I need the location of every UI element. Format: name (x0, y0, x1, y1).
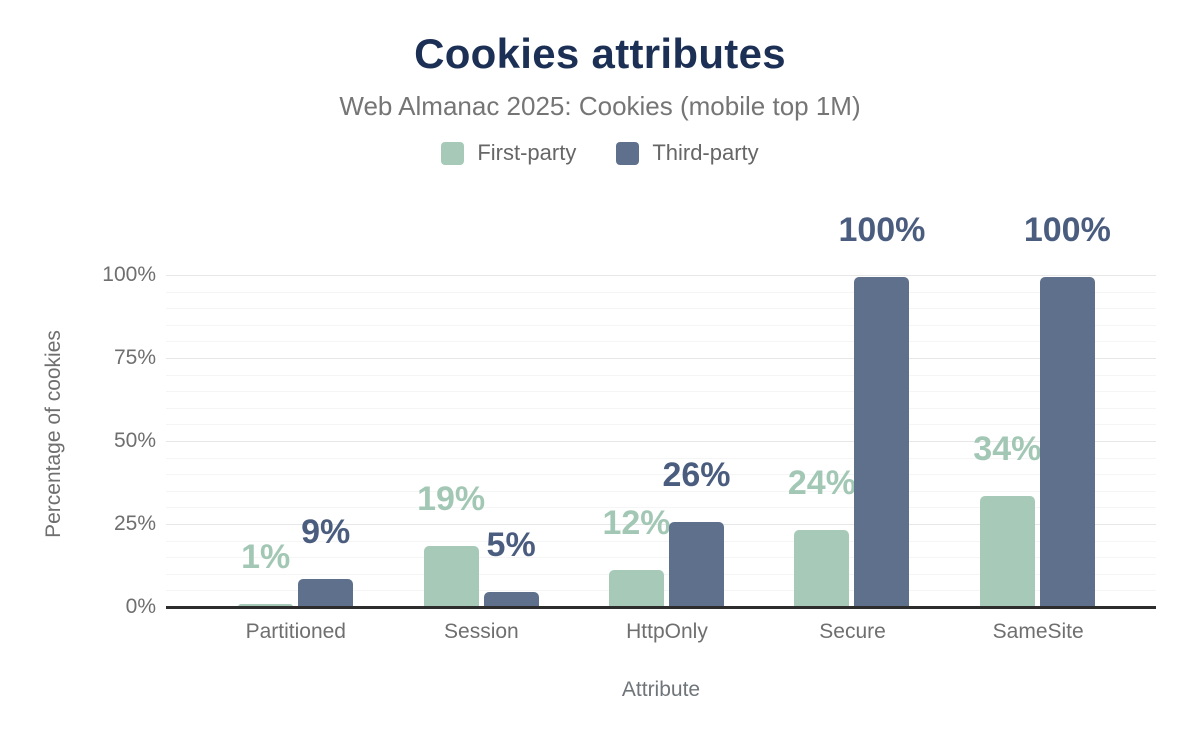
y-tick-label: 25% (113, 512, 156, 535)
bar-first-party-httponly[interactable]: 12% (602, 506, 671, 607)
value-label-first-party-secure: 24% (787, 463, 856, 502)
bar-third-party-secure[interactable]: 100% (838, 213, 925, 607)
value-label-third-party-partitioned: 9% (301, 513, 351, 552)
x-category-label: Secure (819, 620, 886, 643)
x-axis-line (166, 606, 1156, 609)
chart-title: Cookies attributes (414, 30, 786, 77)
minor-gridline (166, 341, 1156, 343)
y-tick-label: 0% (125, 595, 156, 618)
major-gridline (166, 524, 1156, 525)
bar-group-partitioned: 1% 9% (203, 275, 388, 607)
value-label-third-party-httponly: 26% (662, 456, 731, 495)
legend-label: Third-party (652, 140, 759, 165)
bar-group-session: 19% 5% (388, 275, 573, 607)
value-label-third-party-secure: 100% (838, 211, 926, 249)
minor-gridline (166, 507, 1156, 509)
y-tick-label: 50% (113, 429, 156, 452)
minor-gridline (166, 540, 1156, 542)
x-axis-title: Attribute (621, 678, 701, 701)
bar-group-secure: 24% 100% (759, 213, 944, 607)
minor-gridline (166, 324, 1156, 326)
minor-gridline (166, 424, 1156, 426)
bar-first-party-samesite[interactable]: 34% (973, 432, 1041, 607)
minor-gridline (166, 391, 1156, 393)
value-label-first-party-partitioned: 1% (241, 538, 291, 577)
x-axis-labels: Partitioned Session HttpOnly Secure SameSite (203, 620, 1131, 644)
major-gridline (166, 441, 1156, 442)
bar-first-party-session[interactable]: 19% (417, 482, 485, 607)
major-gridline (166, 275, 1156, 276)
minor-gridline (166, 374, 1156, 376)
minor-gridline (166, 557, 1156, 559)
legend-label: First-party (477, 140, 577, 165)
legend-swatch-third-party (616, 141, 640, 165)
x-category-label: Session (444, 620, 519, 643)
x-category-label: HttpOnly (626, 620, 708, 643)
y-tick-label: 100% (102, 263, 156, 286)
legend-swatch-first-party (441, 141, 465, 165)
minor-gridline (166, 474, 1156, 476)
bar-third-party-samesite[interactable]: 100% (1024, 213, 1111, 607)
value-label-first-party-httponly: 12% (602, 503, 671, 542)
chart-subtitle: Web Almanac 2025: Cookies (mobile top 1M… (339, 91, 861, 121)
bar-group-httponly: 12% 26% (574, 275, 759, 607)
x-category-label: SameSite (992, 620, 1084, 643)
bar-first-party-partitioned[interactable]: 1% (238, 540, 294, 607)
value-label-third-party-session: 5% (486, 525, 536, 564)
bar-third-party-session[interactable]: 5% (483, 528, 539, 607)
x-category-label: Partitioned (245, 620, 346, 643)
legend-item-first-party[interactable]: First-party (441, 140, 576, 166)
value-label-third-party-samesite: 100% (1023, 211, 1111, 249)
value-label-first-party-samesite: 34% (973, 430, 1042, 469)
y-tick-label: 75% (113, 346, 156, 369)
bars-container: 1% 9% 19% 5% 12% 26% 24% 100% 34% 100% (203, 213, 1130, 607)
legend: First-party Third-party (0, 140, 1200, 166)
bar-group-samesite: 34% 100% (945, 213, 1130, 607)
value-label-first-party-session: 19% (417, 479, 486, 518)
minor-gridline (166, 308, 1156, 310)
bar-first-party-secure[interactable]: 24% (788, 466, 856, 607)
legend-item-third-party[interactable]: Third-party (616, 140, 759, 166)
minor-gridline (166, 291, 1156, 293)
major-gridline (166, 358, 1156, 359)
minor-gridline (166, 457, 1156, 459)
bar-third-party-partitioned[interactable]: 9% (298, 515, 354, 607)
minor-gridline (166, 490, 1156, 492)
plot-area: 1% 9% 19% 5% 12% 26% 24% 100% 34% 100% (166, 213, 1156, 609)
minor-gridline (166, 407, 1156, 409)
bar-third-party-httponly[interactable]: 26% (662, 458, 731, 607)
